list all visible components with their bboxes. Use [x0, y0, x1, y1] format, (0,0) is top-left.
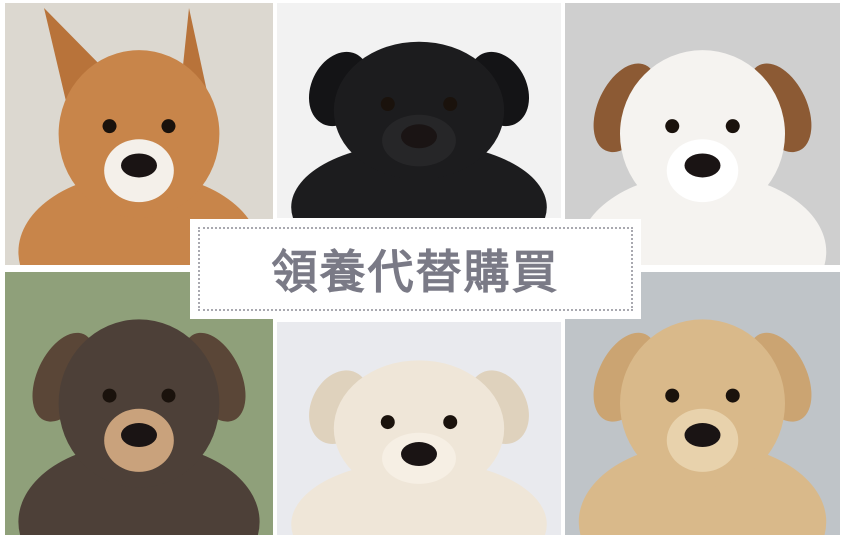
dog-photo — [277, 3, 561, 218]
dog-head — [620, 50, 785, 218]
dog-head — [333, 41, 505, 180]
photo-content — [277, 322, 561, 535]
dog-eye — [380, 97, 395, 112]
dog-nose — [121, 153, 157, 178]
dog-eye — [665, 388, 680, 403]
dog-nose — [401, 124, 437, 149]
banner: 領養代替購買 — [190, 219, 641, 319]
dog-photo — [5, 272, 273, 535]
dog-nose — [684, 153, 721, 178]
dog-eye — [380, 415, 395, 430]
dog-body — [291, 142, 547, 218]
dog-eye — [725, 388, 740, 403]
dog-eye — [443, 97, 458, 112]
banner-frame: 領養代替購買 — [198, 227, 633, 311]
dog-head — [58, 50, 220, 218]
dog-eye — [102, 388, 117, 403]
photo-content — [277, 3, 561, 218]
banner-title: 領養代替購買 — [271, 245, 560, 299]
dog-eye — [443, 415, 458, 430]
dog-photo — [277, 322, 561, 535]
dog-nose — [121, 423, 157, 448]
dog-nose — [401, 442, 437, 467]
dog-photo — [565, 272, 840, 535]
dog-head — [333, 360, 505, 497]
dog-eye — [161, 388, 176, 403]
dog-eye — [725, 119, 740, 134]
dog-nose — [684, 423, 721, 448]
dog-body — [18, 442, 260, 535]
dog-head — [58, 319, 220, 488]
dog-eye — [665, 119, 680, 134]
dog-body — [291, 460, 547, 535]
photo-content — [5, 272, 273, 535]
dog-body — [578, 442, 827, 535]
dog-head — [620, 319, 785, 488]
photo-content — [565, 272, 840, 535]
dog-eye — [102, 119, 117, 134]
dog-eye — [161, 119, 176, 134]
